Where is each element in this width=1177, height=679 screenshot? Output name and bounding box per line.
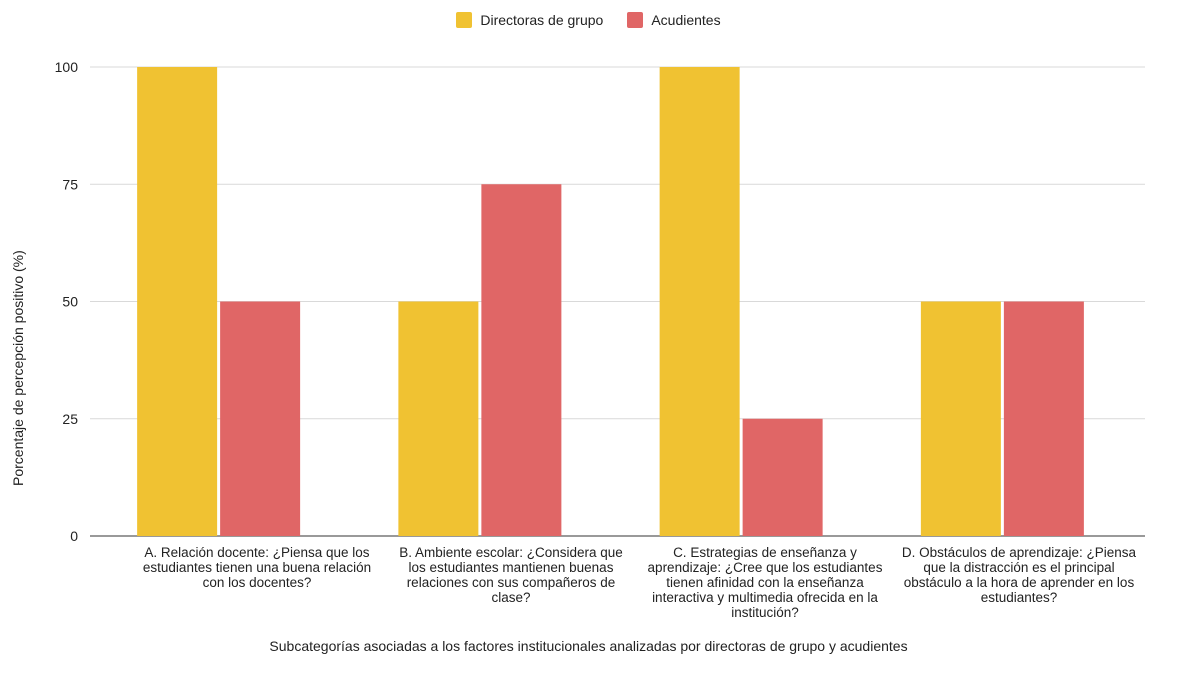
legend-label-directoras: Directoras de grupo [480, 12, 604, 28]
bar-acudientes-b [481, 184, 562, 536]
legend-swatch-acudientes [627, 12, 644, 28]
category-label-c: C. Estrategias de enseñanza y aprendizaj… [647, 545, 883, 620]
legend-item-directoras: Directoras de grupo [456, 12, 603, 28]
category-label-d: D. Obstáculos de aprendizaje: ¿Piensa qu… [901, 545, 1137, 605]
legend-swatch-directoras [456, 12, 473, 28]
y-tick-label: 75 [62, 176, 78, 192]
category-label-a: A. Relación docente: ¿Piensa que los est… [142, 545, 372, 590]
legend-label-acudientes: Acudientes [651, 12, 721, 28]
legend-item-acudientes: Acudientes [627, 12, 721, 28]
bar-acudientes-c [742, 418, 823, 536]
y-tick-label: 50 [62, 294, 78, 310]
bar-acudientes-d [1003, 301, 1084, 536]
category-label-b: B. Ambiente escolar: ¿Considera que los … [399, 545, 623, 605]
bar-directoras-c [659, 67, 740, 536]
x-axis-label: Subcategorías asociadas a los factores i… [269, 638, 908, 654]
legend: Directoras de grupo Acudientes [0, 12, 1177, 28]
bar-directoras-b [398, 301, 479, 536]
y-tick-label: 0 [70, 528, 78, 544]
bar-acudientes-a [220, 301, 301, 536]
bar-directoras-d [920, 301, 1001, 536]
y-axis-label: Porcentaje de percepción positivo (%) [10, 250, 26, 486]
bar-directoras-a [137, 67, 218, 536]
y-tick-label: 25 [62, 411, 78, 427]
y-tick-label: 100 [55, 59, 79, 75]
